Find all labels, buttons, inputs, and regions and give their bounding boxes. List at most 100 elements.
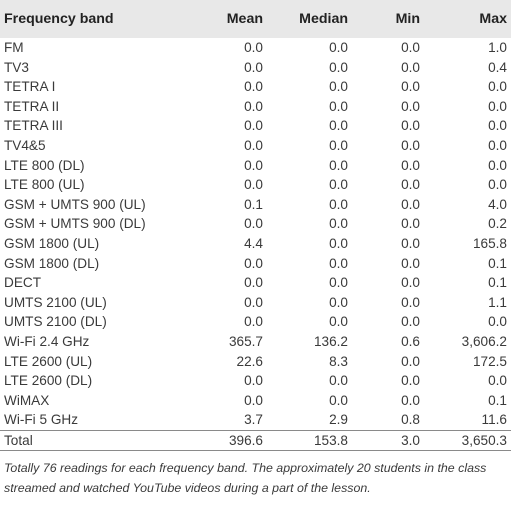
table-row: TV3 0.0 0.0 0.0 0.4 (0, 58, 511, 78)
cell-max: 11.6 (481, 412, 507, 428)
cell-max: 0.0 (488, 118, 507, 134)
cell-median: 0.0 (329, 392, 348, 408)
table-body: FM 0.0 0.0 0.0 1.0 TV3 0.0 0.0 0.0 0.4 TETRA I 0.0 0… (0, 38, 511, 452)
cell-min: 0.0 (401, 157, 420, 173)
table-row: TV4&5 0.0 0.0 0.0 0.0 (0, 136, 511, 156)
cell-frequency-band: WiMAX (4, 392, 50, 408)
cell-mean: 396.6 (186, 429, 267, 452)
cell-max: 0.2 (488, 216, 507, 232)
cell-frequency-band: TETRA II (4, 98, 60, 114)
cell-frequency-band: TETRA I (4, 79, 56, 95)
cell-frequency-band: LTE 800 (UL) (4, 177, 85, 193)
total-label: Total (0, 429, 186, 452)
cell-min: 0.0 (401, 137, 420, 153)
cell-median: 0.0 (329, 294, 348, 310)
table-row: DECT 0.0 0.0 0.0 0.1 (0, 273, 511, 293)
cell-mean: 0.0 (244, 216, 263, 232)
cell-min: 0.0 (401, 177, 420, 193)
cell-mean: 0.0 (244, 137, 263, 153)
cell-min: 0.8 (401, 412, 420, 428)
cell-frequency-band: GSM + UMTS 900 (DL) (4, 216, 146, 232)
cell-frequency-band: DECT (4, 275, 42, 291)
cell-median: 0.0 (329, 275, 348, 291)
table-row: WiMAX 0.0 0.0 0.0 0.1 (0, 391, 511, 411)
table-row: GSM 1800 (DL) 0.0 0.0 0.0 0.1 (0, 254, 511, 274)
cell-frequency-band: TV3 (4, 59, 29, 75)
table-header: Frequency band Mean Median Min Max (0, 0, 511, 38)
table-row: FM 0.0 0.0 0.0 1.0 (0, 38, 511, 58)
table-row: Wi-Fi 2.4 GHz 365.7 136.2 0.6 3,606.2 (0, 332, 511, 352)
cell-max: 0.4 (488, 59, 507, 75)
table-row: UMTS 2100 (UL) 0.0 0.0 0.0 1.1 (0, 293, 511, 313)
cell-mean: 0.0 (244, 79, 263, 95)
cell-min: 0.0 (401, 79, 420, 95)
cell-mean: 0.0 (244, 157, 263, 173)
table-footnote: Totally 76 readings for each frequency b… (4, 461, 487, 496)
cell-frequency-band: Wi-Fi 2.4 GHz (4, 333, 90, 349)
cell-max: 165.8 (472, 235, 507, 251)
cell-max: 1.1 (488, 294, 507, 310)
frequency-band-table: Frequency band Mean Median Min Max FM 0.0… (0, 0, 511, 452)
header-median: Median (299, 11, 348, 27)
cell-min: 0.6 (401, 333, 420, 349)
cell-max: 0.0 (488, 98, 507, 114)
cell-max: 0.0 (488, 157, 507, 173)
cell-mean: 3.7 (244, 412, 263, 428)
cell-mean: 0.0 (244, 118, 263, 134)
cell-min: 0.0 (401, 275, 420, 291)
data-table-figure: Frequency band Mean Median Min Max FM 0.0… (0, 0, 511, 496)
cell-frequency-band: LTE 800 (DL) (4, 157, 85, 173)
cell-median: 0.0 (329, 373, 348, 389)
cell-mean: 0.0 (244, 294, 263, 310)
cell-median: 0.0 (329, 255, 348, 271)
cell-mean: 0.0 (244, 40, 263, 55)
cell-max: 4.0 (488, 196, 507, 212)
cell-mean: 0.1 (244, 196, 263, 212)
cell-max: 3,650.3 (424, 429, 511, 452)
table-row: TETRA III 0.0 0.0 0.0 0.0 (0, 116, 511, 136)
cell-median: 0.0 (329, 196, 348, 212)
table-row: LTE 800 (UL) 0.0 0.0 0.0 0.0 (0, 175, 511, 195)
cell-median: 0.0 (329, 98, 348, 114)
header-frequency-band: Frequency band (4, 11, 114, 27)
cell-mean: 0.0 (244, 275, 263, 291)
cell-median: 136.2 (313, 333, 348, 349)
cell-frequency-band: GSM + UMTS 900 (UL) (4, 196, 146, 212)
cell-mean: 0.0 (244, 59, 263, 75)
table-row: TETRA II 0.0 0.0 0.0 0.0 (0, 97, 511, 117)
cell-max: 0.0 (488, 373, 507, 389)
cell-mean: 4.4 (244, 235, 263, 251)
cell-frequency-band: LTE 2600 (DL) (4, 373, 93, 389)
cell-max: 0.0 (488, 137, 507, 153)
header-min: Min (395, 11, 420, 27)
cell-median: 153.8 (267, 429, 352, 452)
cell-min: 0.0 (401, 294, 420, 310)
table-row: LTE 800 (DL) 0.0 0.0 0.0 0.0 (0, 156, 511, 176)
cell-median: 0.0 (329, 59, 348, 75)
cell-median: 8.3 (329, 353, 348, 369)
cell-median: 0.0 (329, 137, 348, 153)
table-row: Wi-Fi 5 GHz 3.7 2.9 0.8 11.6 (0, 410, 511, 430)
cell-median: 0.0 (329, 216, 348, 232)
table-row: UMTS 2100 (DL) 0.0 0.0 0.0 0.0 (0, 312, 511, 332)
cell-min: 0.0 (401, 40, 420, 55)
cell-frequency-band: LTE 2600 (UL) (4, 353, 93, 369)
table-row: TETRA I 0.0 0.0 0.0 0.0 (0, 77, 511, 97)
cell-median: 0.0 (329, 157, 348, 173)
cell-frequency-band: TETRA III (4, 118, 63, 134)
cell-frequency-band: FM (4, 40, 24, 55)
cell-min: 0.0 (401, 196, 420, 212)
cell-min: 0.0 (401, 314, 420, 330)
cell-min: 0.0 (401, 118, 420, 134)
header-max: Max (479, 11, 507, 27)
cell-mean: 365.7 (228, 333, 263, 349)
cell-max: 0.0 (488, 314, 507, 330)
cell-mean: 22.6 (236, 353, 263, 369)
cell-min: 0.0 (401, 59, 420, 75)
total-row: Total 396.6 153.8 3.0 3,650.3 (0, 429, 511, 452)
cell-frequency-band: GSM 1800 (DL) (4, 255, 100, 271)
cell-mean: 0.0 (244, 98, 263, 114)
cell-frequency-band: GSM 1800 (UL) (4, 235, 100, 251)
cell-max: 0.1 (488, 275, 507, 291)
cell-max: 0.0 (488, 79, 507, 95)
